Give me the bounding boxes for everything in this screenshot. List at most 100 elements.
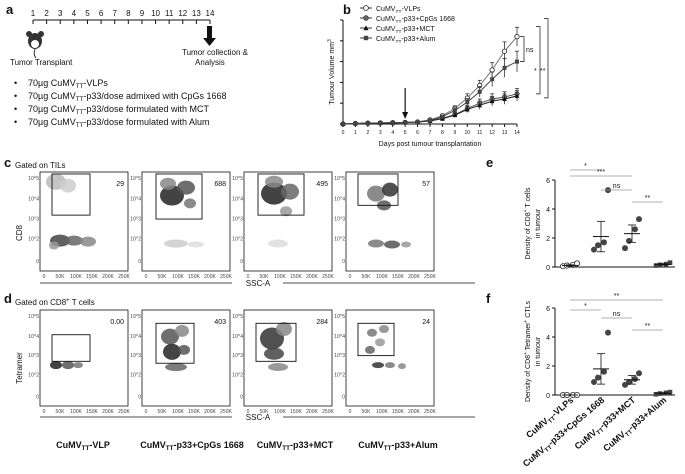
timeline-day-label: 7 xyxy=(112,9,117,18)
d-x-tick: 200K xyxy=(408,409,420,415)
c-density xyxy=(188,241,204,248)
c-x-tick: 50K xyxy=(158,274,168,280)
c-y-tick: 10^4 xyxy=(334,197,345,203)
d-density xyxy=(163,343,181,360)
c-x-tick: 0 xyxy=(349,274,352,280)
c-density xyxy=(49,241,59,250)
c-density xyxy=(268,239,288,248)
d-x-tick: 250K xyxy=(322,409,334,415)
chart-f-sig-label: ns xyxy=(613,311,621,318)
group-label-pre: CuMV xyxy=(56,440,82,450)
c-ylabel: CD8 xyxy=(15,224,24,241)
d-x-tick: 150K xyxy=(86,409,98,415)
b-ylabel-sup: 3 xyxy=(327,39,333,42)
chart-e-ylabel-sup: + xyxy=(523,209,529,212)
chart-e-ylabel-a: Density of CD8 xyxy=(525,212,532,259)
d-x-tick: 250K xyxy=(424,409,436,415)
d-density xyxy=(50,361,62,370)
panel-label-c: c xyxy=(4,155,11,170)
timeline-end-label-1: Tumor collection & xyxy=(182,48,249,57)
chart-f-cat-sub: TT xyxy=(625,429,635,439)
chart-f-point xyxy=(636,370,642,377)
d-x-tick: 0 xyxy=(43,409,46,415)
d-count: 0.00 xyxy=(110,319,124,326)
group-label-pre: CuMV xyxy=(140,440,166,450)
panel-label-f: f xyxy=(486,291,491,306)
bullet: • xyxy=(14,104,17,114)
d-x-tick: 150K xyxy=(290,409,302,415)
c-y-tick: 0 xyxy=(138,259,141,265)
chart-f-point xyxy=(653,391,659,397)
chart-f-cat-sub: TT xyxy=(544,444,554,454)
d-density xyxy=(62,361,74,370)
chart-e-ylabel-tail: T cells xyxy=(525,187,532,209)
chart-e-point xyxy=(636,216,642,223)
treatment-item: 70µg CuMVTT-p33/dose formulated with Alu… xyxy=(28,117,210,129)
c-count: 495 xyxy=(316,181,328,188)
d-y-tick: 10^5 xyxy=(130,314,141,320)
b-legend-marker xyxy=(363,35,369,41)
b-point xyxy=(502,65,507,70)
chart-f-ylabel-1: Density of CD8+ Tetramer+ CTLs xyxy=(523,300,532,402)
b-x-tick-label: 11 xyxy=(477,130,482,136)
chart-e-point xyxy=(632,226,638,233)
c-y-tick: 10^2 xyxy=(28,236,39,242)
d-gate xyxy=(357,322,395,357)
b-point xyxy=(378,120,383,125)
chart-e-y-tick-label: 2 xyxy=(546,236,550,243)
d-x-tick: 100K xyxy=(274,409,286,415)
chart-e-point xyxy=(595,242,601,249)
c-y-tick: 10^5 xyxy=(130,176,141,182)
chart-e-y-tick-label: 0 xyxy=(546,265,550,272)
d-x-tick: 0 xyxy=(145,409,148,415)
b-bracket-star xyxy=(536,26,541,95)
d-xlabel: SSC-A xyxy=(246,413,271,422)
panel-label-b: b xyxy=(343,2,351,17)
c-density xyxy=(65,235,83,246)
d-density xyxy=(264,347,284,360)
chart-f-ylabel-2: in tumour xyxy=(535,336,542,366)
mouse-icon xyxy=(26,31,44,59)
c-density xyxy=(280,206,292,217)
c-y-tick: 0 xyxy=(36,259,39,265)
timeline-days: 1 2 3 4 5 6 7 8 9 10 11 12 13 14 xyxy=(31,9,215,24)
c-y-tick: 10^3 xyxy=(28,217,39,223)
timeline-day-label: 11 xyxy=(165,9,174,18)
timeline-day-label: 13 xyxy=(192,9,201,18)
treatment-item-post: -p33/dose formulated with Alum xyxy=(83,117,209,127)
chart-f-cat-pre: CuMV xyxy=(521,445,547,469)
chart-f-ylabel-tail: CTLs xyxy=(525,300,532,319)
b-point xyxy=(489,67,495,73)
b-point xyxy=(428,118,432,123)
b-legend-label-sub: TT xyxy=(395,9,401,15)
b-x-tick-label: 9 xyxy=(453,130,456,136)
c-y-tick: 10^2 xyxy=(130,236,141,242)
d-x-tick: 50K xyxy=(260,409,270,415)
c-density xyxy=(384,240,400,249)
treatment-item-post: -p33/dose admixed with CpGs 1668 xyxy=(83,91,226,101)
c-x-tick: 0 xyxy=(145,274,148,280)
b-point xyxy=(464,107,470,112)
group-label-post: -p33+MCT xyxy=(290,440,334,450)
chart-f-point xyxy=(667,389,673,395)
c-y-tick: 10^4 xyxy=(232,197,243,203)
b-point xyxy=(477,89,482,94)
group-labels: CuMVTT-VLP CuMVTT-p33+CpGs 1668 CuMVTT-p33… xyxy=(56,440,438,452)
chart-f-y-tick-label: 0 xyxy=(546,393,550,400)
d-y-tick: 10^3 xyxy=(28,353,39,359)
b-point xyxy=(341,122,345,126)
timeline-day-label: 3 xyxy=(58,9,63,18)
d-x-tick: 200K xyxy=(204,409,216,415)
b-point xyxy=(390,120,395,125)
c-x-tick: 50K xyxy=(56,274,66,280)
b-point xyxy=(489,98,495,104)
d-density xyxy=(175,324,189,337)
chart-e-point xyxy=(667,260,673,265)
d-plot-frame xyxy=(39,309,129,407)
chart-f-y-tick-label: 2 xyxy=(546,364,550,371)
c-x-tick: 50K xyxy=(362,274,372,280)
b-point xyxy=(502,96,507,102)
c-density xyxy=(382,182,398,197)
